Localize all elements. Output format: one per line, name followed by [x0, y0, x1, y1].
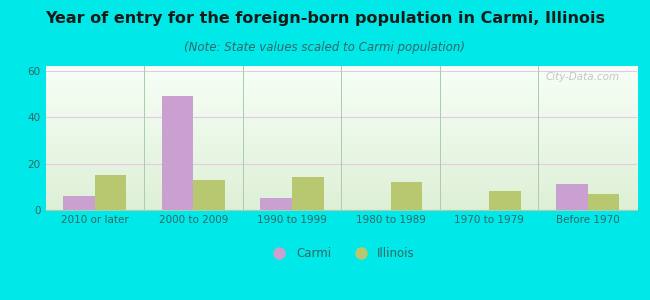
Bar — [162, 96, 194, 210]
Text: (Note: State values scaled to Carmi population): (Note: State values scaled to Carmi popu… — [185, 40, 465, 53]
Bar — [588, 194, 619, 210]
Legend: Carmi, Illinois: Carmi, Illinois — [263, 242, 419, 265]
Bar — [292, 178, 324, 210]
Text: City-Data.com: City-Data.com — [545, 72, 619, 82]
Bar — [391, 182, 422, 210]
Bar — [489, 191, 521, 210]
Text: Year of entry for the foreign-born population in Carmi, Illinois: Year of entry for the foreign-born popul… — [45, 11, 605, 26]
Bar — [95, 175, 126, 210]
Bar — [556, 184, 588, 210]
Bar — [261, 198, 292, 210]
Bar — [194, 180, 225, 210]
Bar — [63, 196, 95, 210]
